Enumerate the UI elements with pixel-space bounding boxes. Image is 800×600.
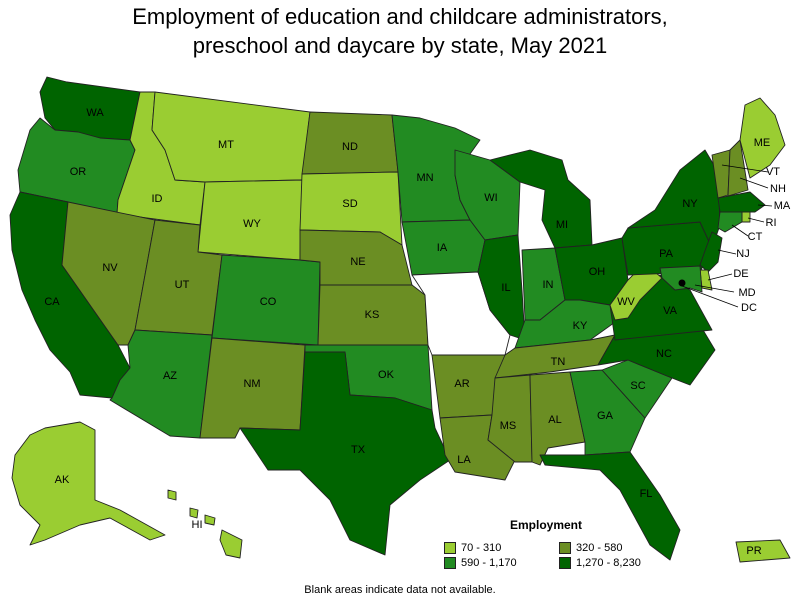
label-dc: DC [741, 302, 757, 314]
title-line-2: preschool and daycare by state, May 2021 [192, 33, 608, 58]
label-va: VA [663, 305, 678, 317]
leader-ct [731, 224, 749, 237]
label-wv: WV [617, 296, 635, 308]
state-mt[interactable] [151, 91, 311, 183]
legend-item-3: 590 - 1,170 [444, 557, 559, 569]
map-title: Employment of education and childcare ad… [0, 2, 800, 60]
label-de: DE [733, 268, 748, 280]
label-ga: GA [597, 410, 614, 422]
label-tn: TN [551, 356, 566, 368]
label-pr: PR [746, 545, 761, 557]
state-nh[interactable] [727, 139, 749, 197]
label-ks: KS [365, 309, 380, 321]
state-fl[interactable] [539, 451, 681, 561]
label-nm: NM [243, 378, 260, 390]
legend-item-4: 1,270 - 8,230 [559, 557, 674, 569]
state-il[interactable] [477, 234, 526, 341]
label-id: ID [152, 193, 163, 205]
label-ar: AR [454, 378, 469, 390]
state-me[interactable] [739, 97, 786, 179]
legend-grid: 70 - 310 320 - 580 590 - 1,170 1,270 - 8… [444, 542, 674, 569]
state-pr[interactable] [735, 539, 791, 563]
label-al: AL [548, 414, 561, 426]
label-mt: MT [218, 139, 234, 151]
legend-label-3: 590 - 1,170 [461, 557, 517, 569]
label-hi: HI [192, 519, 203, 531]
label-sc: SC [630, 380, 645, 392]
label-or: OR [70, 166, 87, 178]
label-ms: MS [500, 420, 517, 432]
label-wy: WY [243, 218, 261, 230]
title-line-1: Employment of education and childcare ad… [132, 4, 668, 29]
label-ne: NE [350, 256, 365, 268]
label-vt: VT [766, 166, 780, 178]
label-mi: MI [556, 219, 568, 231]
label-wa: WA [86, 107, 104, 119]
legend-item-2: 320 - 580 [559, 542, 674, 554]
leader-vt [721, 164, 769, 173]
label-nc: NC [656, 348, 672, 360]
label-ky: KY [573, 320, 588, 332]
label-il: IL [501, 282, 510, 294]
label-wi: WI [484, 192, 497, 204]
leader-dc [681, 285, 739, 308]
legend-label-4: 1,270 - 8,230 [576, 557, 641, 569]
label-la: LA [457, 454, 471, 466]
state-ct[interactable] [717, 211, 743, 233]
leader-md [694, 284, 735, 293]
legend-title: Employment [510, 518, 583, 532]
legend-label-1: 70 - 310 [461, 542, 502, 554]
label-ny: NY [682, 198, 698, 210]
label-in: IN [543, 279, 554, 291]
label-nj: NJ [736, 248, 749, 260]
leader-ma [757, 204, 773, 207]
label-nv: NV [102, 262, 118, 274]
state-hi[interactable] [167, 489, 243, 559]
footnote: Blank areas indicate data not available. [304, 584, 496, 596]
label-pa: PA [659, 248, 674, 260]
legend-swatch-1 [444, 542, 456, 554]
label-sd: SD [342, 198, 357, 210]
legend-swatch-4 [559, 557, 571, 569]
label-ri: RI [766, 217, 777, 229]
label-md: MD [738, 287, 755, 299]
label-nh: NH [770, 183, 786, 195]
label-mn: MN [416, 172, 433, 184]
label-ak: AK [55, 474, 70, 486]
label-ma: MA [774, 200, 791, 212]
label-ok: OK [378, 369, 395, 381]
label-co: CO [260, 296, 277, 308]
state-az[interactable] [109, 329, 213, 439]
dc-marker[interactable] [678, 279, 686, 287]
legend: Employment 70 - 310 320 - 580 590 - 1,17… [444, 518, 674, 569]
label-fl: FL [640, 488, 653, 500]
leader-de [707, 273, 733, 281]
state-ri[interactable] [741, 211, 751, 223]
label-nd: ND [342, 141, 358, 153]
state-ak[interactable] [11, 421, 166, 546]
state-tx[interactable] [239, 351, 451, 556]
label-az: AZ [163, 370, 177, 382]
label-oh: OH [589, 266, 606, 278]
label-ca: CA [44, 296, 60, 308]
legend-label-2: 320 - 580 [576, 542, 623, 554]
leader-ri [747, 217, 765, 223]
legend-item-1: 70 - 310 [444, 542, 559, 554]
legend-swatch-3 [444, 557, 456, 569]
leader-nh [739, 177, 769, 189]
label-tx: TX [351, 444, 366, 456]
leader-nj [717, 249, 737, 255]
label-ia: IA [437, 242, 448, 254]
label-me: ME [754, 137, 771, 149]
legend-swatch-2 [559, 542, 571, 554]
state-md[interactable] [659, 265, 703, 293]
label-ct: CT [748, 231, 763, 243]
state-ma[interactable] [717, 191, 766, 213]
label-ut: UT [175, 279, 190, 291]
